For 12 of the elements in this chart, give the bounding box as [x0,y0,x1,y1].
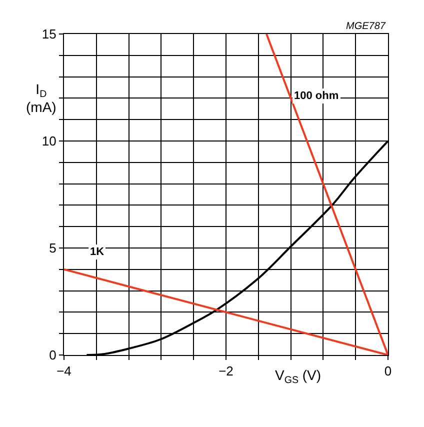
annotation: 1K [90,246,104,258]
x-tick-label: 0 [384,364,392,379]
y-tick-label: 15 [42,26,56,42]
x-axis-title: V$_{GS}$ (V) [275,367,322,386]
text: MGE787 [346,21,386,32]
y-axis-title: I$_{D}$ (mA) [26,81,56,116]
annotation: 100 ohm [294,90,339,102]
x-tick-label: −4 [56,364,72,379]
y-tick-label: 10 [42,134,56,149]
y-tick-label: 5 [49,240,56,256]
y-tick-label: 0 [49,348,56,363]
x-tick-label: −2 [218,364,234,379]
